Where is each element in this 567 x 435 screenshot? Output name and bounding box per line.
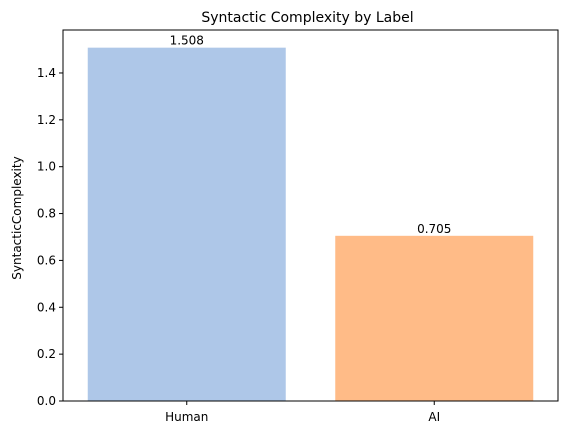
y-axis-label: SyntacticComplexity	[10, 156, 24, 279]
y-tick-label: 1.2	[37, 113, 56, 127]
data-label-human: 1.508	[170, 34, 204, 48]
y-tick-label: 0.4	[37, 300, 56, 314]
y-tick-label: 0.8	[37, 207, 56, 221]
y-tick-label: 0.6	[37, 253, 56, 267]
y-tick-label: 0.0	[37, 394, 56, 408]
data-labels-layer: 1.508 0.705	[170, 34, 452, 236]
y-tick-label: 1.0	[37, 160, 56, 174]
bars-layer	[87, 47, 534, 402]
data-label-ai: 0.705	[417, 222, 451, 236]
y-tick-label: 1.4	[37, 66, 56, 80]
x-tick-label-human: Human	[165, 410, 208, 424]
y-tick-label: 0.2	[37, 347, 56, 361]
plot-frame	[62, 29, 559, 402]
bar-ai	[335, 235, 534, 401]
bar-human	[87, 47, 286, 402]
x-axis: Human AI	[165, 401, 440, 424]
x-tick-label-ai: AI	[428, 410, 440, 424]
chart-title: Syntactic Complexity by Label	[201, 10, 413, 26]
y-axis: 0.0 0.2 0.4 0.6 0.8 1.0 1.2 1.4	[37, 66, 63, 408]
